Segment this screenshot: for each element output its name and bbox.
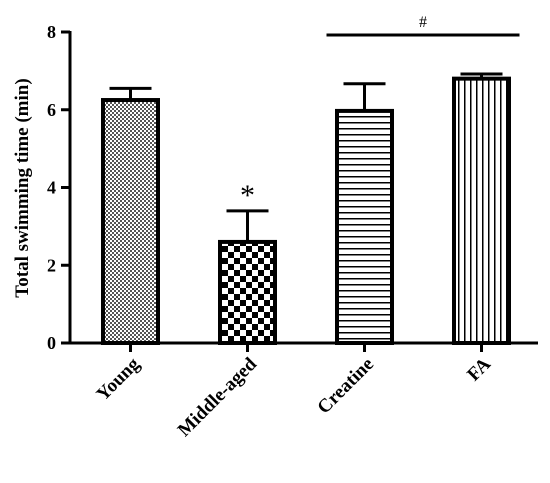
bar-middle-aged [218, 239, 277, 345]
bar-fa [452, 76, 511, 346]
y-tick-label: 4 [47, 178, 56, 198]
x-tick-label: Middle-aged [174, 353, 262, 441]
y-tick-label: 6 [47, 100, 56, 120]
y-tick-label: 0 [47, 333, 56, 353]
x-tick-label: FA [463, 353, 495, 385]
x-tick-label: Young [93, 353, 145, 405]
bars [101, 72, 511, 346]
y-tick-label: 2 [47, 255, 56, 275]
bar-young [101, 98, 160, 345]
bar-creatine [335, 108, 394, 346]
y-tick-label: 8 [47, 22, 56, 42]
significance-hash: # [419, 14, 427, 31]
x-tick-label: Creatine [313, 354, 378, 419]
significance-asterisk: * [240, 179, 255, 212]
y-axis-title: Total swimming time (min) [12, 78, 33, 297]
